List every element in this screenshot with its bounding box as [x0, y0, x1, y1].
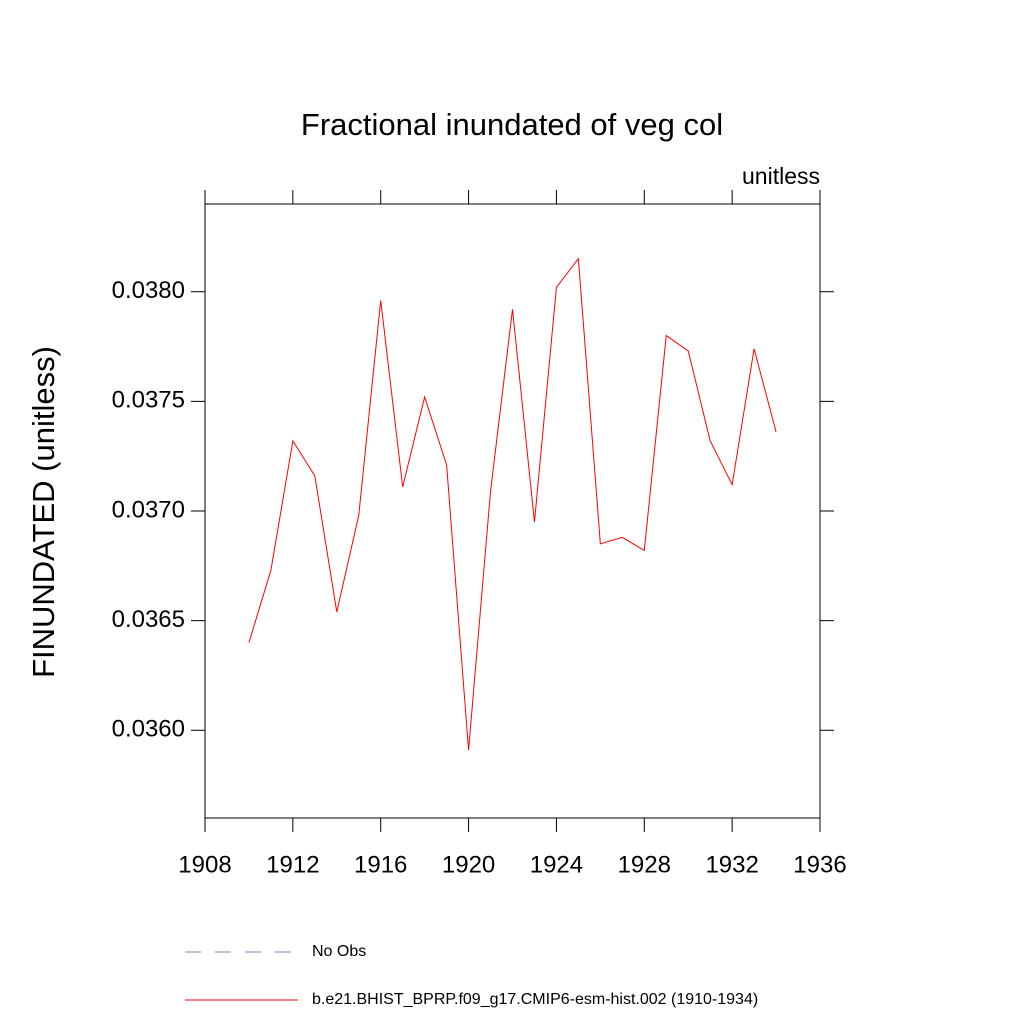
x-tick-label: 1928 [618, 851, 671, 878]
y-tick-label: 0.0360 [112, 716, 185, 743]
y-axis-label: FINUNDATED (unitless) [26, 346, 61, 678]
y-tick-label: 0.0370 [112, 496, 185, 523]
y-tick-label: 0.0380 [112, 277, 185, 304]
series-line [248, 257, 777, 751]
y-tick-label: 0.0375 [112, 387, 185, 414]
x-tick-label: 1912 [266, 851, 319, 878]
x-tick-label: 1920 [442, 851, 495, 878]
chart-subtitle: unitless [742, 163, 820, 189]
x-tick-label: 1916 [354, 851, 407, 878]
y-tick-label: 0.0365 [112, 606, 185, 633]
x-tick-label: 1932 [705, 851, 758, 878]
x-tick-label: 1908 [178, 851, 231, 878]
x-tick-label: 1924 [530, 851, 583, 878]
plot-frame [204, 203, 821, 819]
x-tick-label: 1936 [793, 851, 846, 878]
legend-label: b.e21.BHIST_BPRP.f09_g17.CMIP6-esm-hist.… [312, 991, 758, 1008]
legend-label: No Obs [312, 943, 366, 960]
chart-title: Fractional inundated of veg col [301, 107, 723, 142]
